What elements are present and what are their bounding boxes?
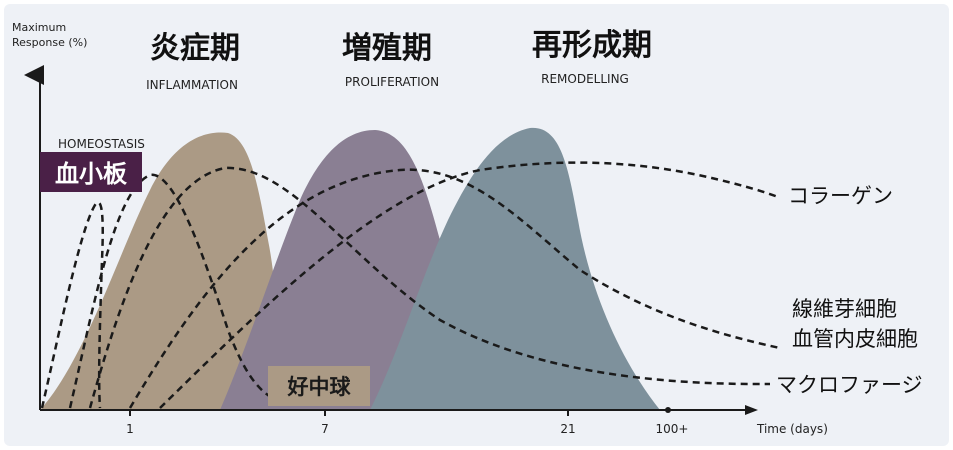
tick-mark-100 [665,407,671,413]
y-axis-label-line1: Maximum [12,21,66,34]
phase-title-remodelling-en: REMODELLING [541,72,629,86]
collagen-label: コラーゲン [788,184,893,208]
endothelial-label: 血管内皮細胞 [792,327,918,351]
platelet-curve [40,201,104,409]
inflammation-phase-area [40,132,290,411]
phase-title-remodelling-ja: 再形成期 [532,28,652,63]
x-axis-label: Time (days) [756,422,828,436]
proliferation-phase-area [220,130,445,410]
neutrophil-label-box [268,366,370,406]
remodelling-phase-area [370,127,660,411]
neutrophil-label: 好中球 [287,375,352,399]
tick-label-1: 1 [126,422,134,436]
y-axis-label-line2: Response (%) [12,36,87,49]
x-axis-arrow [745,405,758,415]
tick-label-7: 7 [321,422,329,436]
tick-label-100-plus: 100+ [656,422,689,436]
macrophage-label: マクロファージ [776,373,923,397]
phase-title-proliferation-ja: 増殖期 [342,31,432,66]
phase-title-proliferation-en: PROLIFERATION [345,75,439,89]
homeostasis-label: HOMEOSTASIS [58,137,145,151]
fibroblast-label: 線維芽細胞 [792,297,897,321]
neutrophil-curve [68,173,291,409]
collagen-curve [159,161,779,409]
tick-label-21: 21 [560,422,575,436]
phase-title-inflammation-en: INFLAMMATION [146,78,238,92]
macrophage-curve [88,166,771,409]
platelet-badge [40,152,142,192]
phase-title-inflammation-ja: 炎症期 [150,31,240,66]
fibroblast-endothelial-curve [128,168,781,409]
platelet-label: 血小板 [55,160,128,188]
